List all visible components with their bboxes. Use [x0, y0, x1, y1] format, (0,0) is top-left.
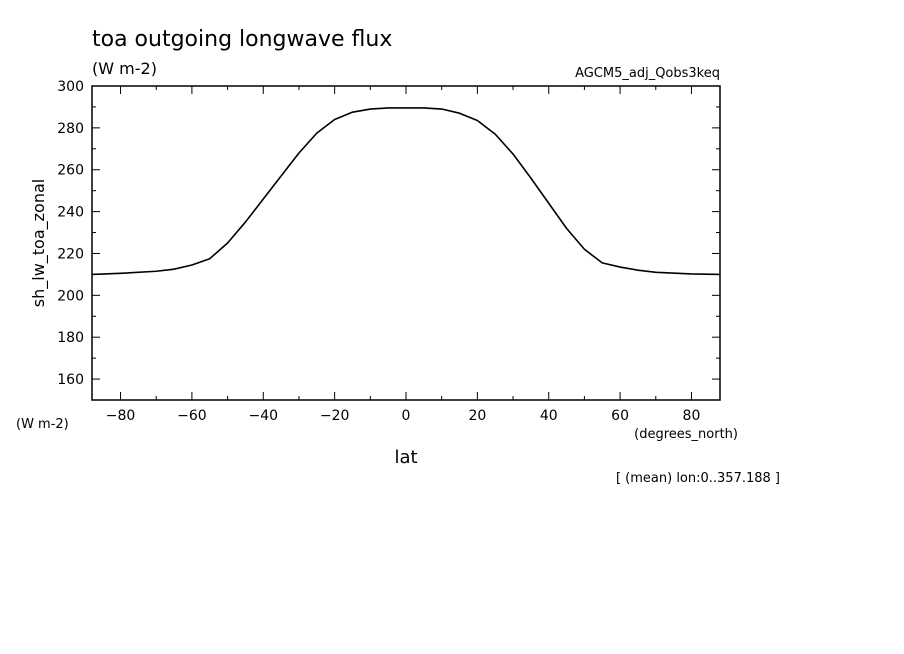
x-tick-label: 80: [683, 408, 701, 424]
series-layer: [91, 107, 721, 276]
x-tick-label: 40: [540, 408, 558, 424]
y-tick-label: 200: [57, 288, 84, 304]
left-units-label: (W m-2): [16, 417, 69, 432]
x-tick-label: −20: [320, 408, 350, 424]
y-axis-label: sh_lw_toa_zonal: [29, 179, 49, 307]
chart-title: toa outgoing longwave flux: [92, 27, 392, 52]
y-tick-label: 160: [57, 372, 84, 388]
y-tick-label: 260: [57, 163, 84, 179]
x-tick-label: 20: [468, 408, 486, 424]
y-tick-label: 280: [57, 121, 84, 137]
x-axis-label: lat: [394, 447, 417, 468]
x-units-label: (degrees_north): [634, 427, 738, 442]
x-tick-label: 60: [611, 408, 629, 424]
chart-units: (W m-2): [92, 59, 157, 78]
x-tick-label: −40: [248, 408, 278, 424]
y-tick-label: 240: [57, 205, 84, 221]
axis-ticks: [92, 85, 720, 401]
y-tick-label: 300: [57, 79, 84, 95]
x-tick-label: 0: [402, 408, 411, 424]
footnote: [ (mean) lon:0..357.188 ]: [616, 471, 780, 486]
x-tick-label: −60: [177, 408, 207, 424]
y-tick-label: 220: [57, 246, 84, 262]
plot-frame: [91, 85, 721, 401]
dataset-label: AGCM5_adj_Qobs3keq: [575, 66, 720, 81]
tick-labels: −80 −60 −40 −20 0 20 40 60 80 160 180 200 220 240 260 2…: [57, 79, 700, 424]
y-tick-label: 180: [57, 330, 84, 346]
series-line: [91, 107, 721, 276]
x-tick-label: −80: [106, 408, 136, 424]
